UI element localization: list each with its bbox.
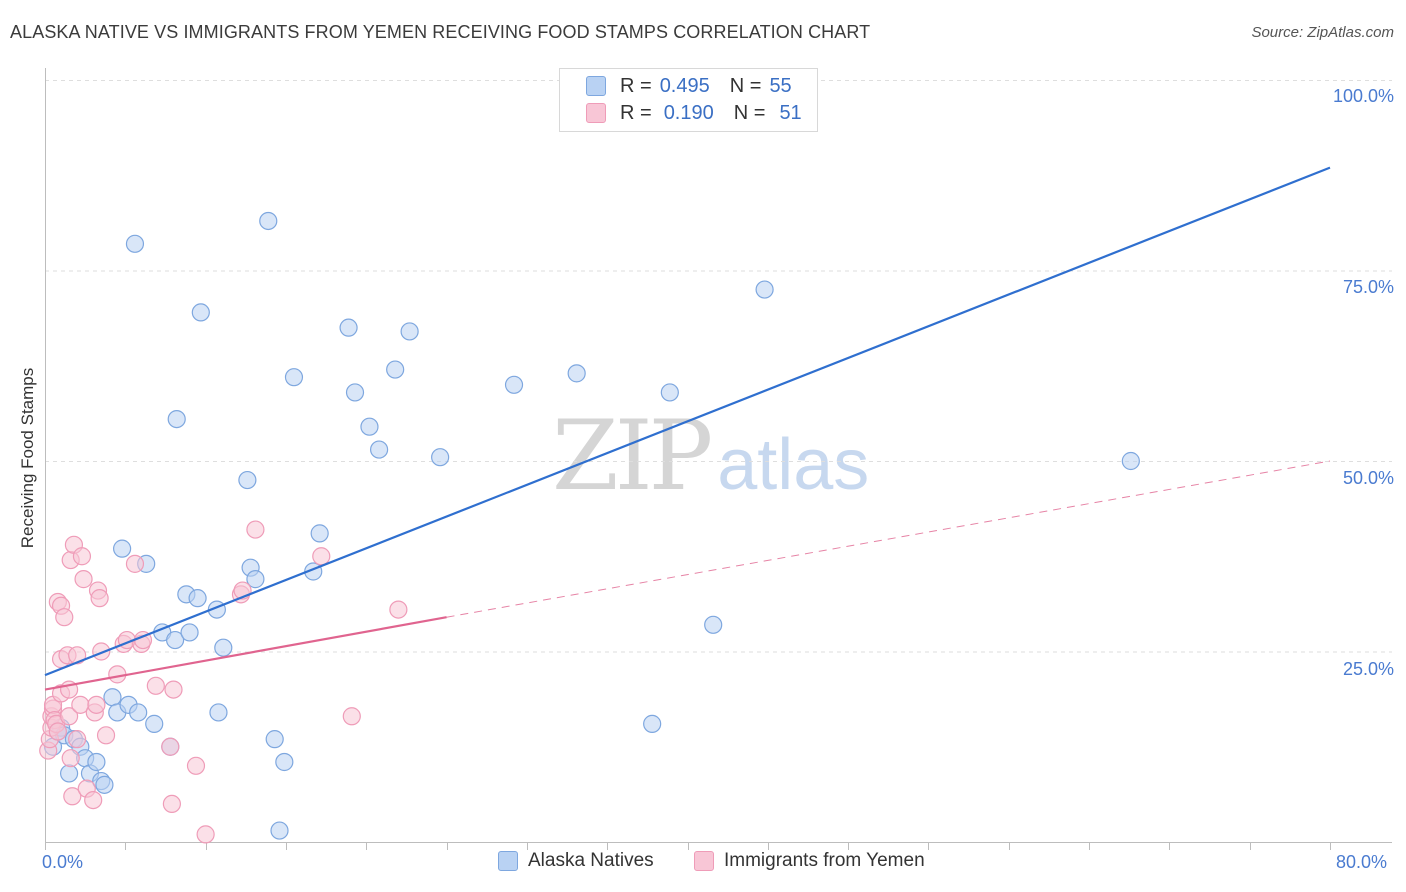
yemen-immigrant-point xyxy=(68,730,87,749)
bottom-legend-swatch-pink xyxy=(694,851,714,871)
yemen-immigrant-point xyxy=(146,676,165,695)
legend-r-label: R = xyxy=(620,74,652,97)
x-tick-label-min: 0.0% xyxy=(42,852,84,872)
yemen-immigrant-point xyxy=(48,722,67,741)
bottom-legend-alaska: Alaska Natives xyxy=(498,850,654,872)
yemen-immigrant-point xyxy=(96,726,116,745)
yemen-trend-line-extrapolated xyxy=(446,460,1331,618)
alaska-native-point xyxy=(431,448,450,467)
y-tick-label-100: 100.0% xyxy=(1332,86,1394,106)
alaska-native-point xyxy=(125,234,145,253)
legend-swatch-blue xyxy=(586,76,606,96)
legend-swatch-pink xyxy=(586,103,606,123)
alaska-native-point xyxy=(188,589,207,608)
source-label: Source: ZipAtlas.com xyxy=(1251,24,1394,41)
alaska-native-point xyxy=(145,714,164,733)
alaska-native-point xyxy=(167,409,186,429)
alaska-native-point xyxy=(95,775,114,794)
alaska-native-point xyxy=(643,714,662,733)
alaska-native-point xyxy=(103,688,122,707)
alaska-native-point xyxy=(59,764,79,783)
y-tick-label-75: 75.0% xyxy=(1342,277,1394,297)
legend-row-alaska: R = 0.495 N = 55 xyxy=(560,73,792,99)
alaska-native-point xyxy=(310,524,329,543)
legend-n-value: 51 xyxy=(779,101,802,124)
legend-n-value: 55 xyxy=(769,74,792,97)
alaska-native-point xyxy=(180,623,199,642)
alaska-native-point xyxy=(112,539,132,558)
yemen-immigrant-point xyxy=(389,600,408,619)
x-tick-label-max: 80.0% xyxy=(1336,852,1388,872)
yemen-immigrant-point xyxy=(186,756,206,775)
alaska-native-point xyxy=(275,752,294,772)
bottom-legend: Alaska Natives Immigrants from Yemen xyxy=(0,850,1406,878)
alaska-native-point xyxy=(704,615,723,634)
yemen-immigrant-point xyxy=(246,520,265,539)
legend: R = 0.495 N = 55 R = 0.190 N = 51 xyxy=(559,68,818,132)
alaska-native-point xyxy=(386,360,405,379)
yemen-immigrant-point xyxy=(90,589,109,608)
legend-n-label: N = xyxy=(733,101,766,124)
alaska-native-point xyxy=(567,364,586,383)
bottom-legend-label: Immigrants from Yemen xyxy=(724,850,925,871)
yemen-immigrant-point xyxy=(87,695,106,714)
yemen-immigrant-point xyxy=(108,665,127,684)
yemen-immigrant-point xyxy=(61,749,80,768)
yemen-immigrant-point xyxy=(72,547,92,566)
alaska-native-point xyxy=(660,383,679,402)
yemen-immigrant-point xyxy=(312,547,331,566)
yemen-immigrant-point xyxy=(59,707,79,726)
alaska-native-point xyxy=(265,730,284,749)
alaska-native-point xyxy=(246,570,265,589)
alaska-native-point xyxy=(339,318,358,337)
legend-n-label: N = xyxy=(729,74,762,97)
yemen-immigrant-point xyxy=(55,608,74,627)
alaska-native-point xyxy=(129,703,148,722)
yemen-immigrant-point xyxy=(84,790,103,810)
alaska-native-point xyxy=(370,440,389,459)
yemen-trend-line xyxy=(44,616,447,691)
alaska-native-point xyxy=(284,368,304,387)
alaska-native-point xyxy=(87,752,106,772)
alaska-native-point xyxy=(166,630,185,650)
y-tick-label-50: 50.0% xyxy=(1342,468,1394,488)
alaska-native-point xyxy=(270,821,289,840)
bottom-legend-label: Alaska Natives xyxy=(528,850,654,871)
alaska-native-point xyxy=(400,322,419,341)
alaska-trend-line xyxy=(44,166,1331,677)
alaska-native-point xyxy=(209,703,228,722)
bottom-legend-yemen: Immigrants from Yemen xyxy=(694,850,925,872)
alaska-native-point xyxy=(259,211,278,231)
bottom-legend-swatch-blue xyxy=(498,851,518,871)
alaska-native-point xyxy=(345,383,365,402)
y-axis-label: Receiving Food Stamps xyxy=(18,367,37,549)
yemen-immigrant-point xyxy=(63,787,82,806)
yemen-immigrant-point xyxy=(74,570,93,589)
alaska-native-point xyxy=(755,280,774,299)
legend-r-label: R = xyxy=(620,101,652,124)
alaska-native-point xyxy=(191,303,210,322)
alaska-native-point xyxy=(238,470,257,490)
yemen-immigrant-point xyxy=(125,554,145,573)
alaska-native-point xyxy=(360,417,379,436)
yemen-immigrant-point xyxy=(68,646,87,665)
alaska-native-point xyxy=(504,375,524,394)
yemen-immigrant-point xyxy=(161,737,180,756)
chart-title: ALASKA NATIVE VS IMMIGRANTS FROM YEMEN R… xyxy=(10,22,871,42)
alaska-native-point xyxy=(1121,451,1140,471)
yemen-immigrant-point xyxy=(162,794,181,814)
alaska-native-point xyxy=(214,638,233,657)
yemen-immigrant-point xyxy=(342,707,361,726)
legend-row-yemen: R = 0.190 N = 51 xyxy=(560,100,802,126)
y-tick-label-25: 25.0% xyxy=(1342,659,1394,679)
legend-r-value: 0.495 xyxy=(659,74,710,97)
yemen-immigrant-point xyxy=(196,825,215,844)
legend-r-value: 0.190 xyxy=(663,101,714,124)
yemen-immigrant-point xyxy=(164,680,183,699)
